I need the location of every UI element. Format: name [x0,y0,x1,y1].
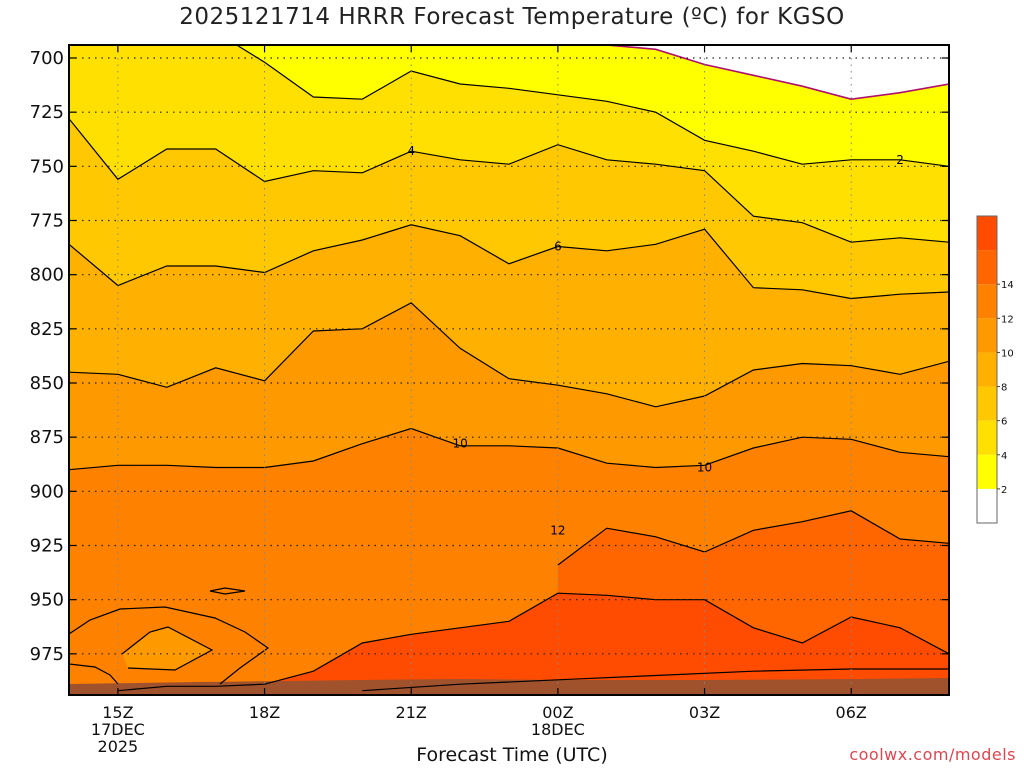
isotherm-line-6 [69,224,949,300]
y-tick-label: 750 [30,156,64,177]
colorbar: 2 4 6 8 10 12 14 [976,215,1014,524]
x-tick-label: 15Z [102,703,133,722]
isotherm-closed-contour [121,626,214,671]
x-tick-label: 06Z [836,703,867,722]
isotherm-line-4 [69,118,949,243]
contour-label: 10 [697,461,712,475]
colorbar-label: 6 [1001,417,1007,428]
isotherm-line-0 [597,45,949,101]
y-tick-label: 800 [30,265,64,286]
ground-layer [69,678,949,695]
colorbar-label: 8 [1001,383,1007,394]
colorbar-label: 14 [1001,280,1014,291]
colorbar-swatch [977,386,997,421]
contour-label: 6 [554,240,562,254]
contour-label-layer: 2 4 6 10 10 12 [407,144,904,537]
chart-title: 2025121714 HRRR Forecast Temperature (ºC… [179,4,845,30]
warm-nose-fill [122,627,212,670]
colorbar-swatch [977,488,997,523]
y-tick-label: 950 [30,590,64,611]
colorbar-swatch [977,352,997,387]
x-tick-label: 03Z [689,703,720,722]
colorbar-swatch [977,318,997,353]
x-tick-label: 17DEC [91,720,145,739]
y-tick-label: 725 [30,102,64,123]
temperature-fill-layer [69,45,949,695]
y-tick-label: 900 [30,481,64,502]
isotherm-line-12 [557,510,949,566]
isotherm-lower-contour [69,606,270,685]
y-tick-label: 850 [30,373,64,394]
y-tick-label: 875 [30,427,64,448]
x-tick-label: 00Z [542,703,573,722]
colorbar-swatch [977,454,997,489]
x-tick-label: 18DEC [531,720,585,739]
isotherm-layer [69,45,949,692]
colorbar-label: 4 [1001,451,1007,462]
colorbar-swatch [977,284,997,319]
y-tick-label: 825 [30,319,64,340]
contour-label: 10 [452,437,467,451]
y-tick-label: 700 [30,48,64,69]
ground-surface [69,678,949,695]
y-axis-ticks: 700 725 750 775 800 825 850 875 900 925 950 975 [30,48,949,665]
colorbar-label: 12 [1001,314,1014,325]
colorbar-label: 2 [1001,485,1007,496]
isotherm-surface-contour [69,663,119,685]
colorbar-swatch [977,216,997,251]
isotherm-small-loop [209,587,246,595]
isotherm-line-10 [69,427,949,471]
contour-label: 12 [550,523,565,537]
contour-label: 4 [407,144,415,158]
y-tick-label: 925 [30,536,64,557]
isotherm-line-13 [117,592,949,692]
plot-frame [68,44,950,696]
grid-layer [69,45,949,695]
colorbar-swatch [977,420,997,455]
contour-label: 2 [896,153,904,167]
x-tick-label: 18Z [249,703,280,722]
x-tick-label: 2025 [98,737,139,756]
x-tick-label: 21Z [396,703,427,722]
colorbar-label: 10 [1001,348,1014,359]
isotherm-line-2 [235,45,949,167]
colorbar-frame [976,215,998,524]
y-tick-label: 975 [30,644,64,665]
credit-link[interactable]: coolwx.com/models [849,745,1016,764]
y-tick-label: 775 [30,211,64,232]
isotherm-line-8 [69,302,949,408]
band-fill-13 [117,593,949,695]
colorbar-swatch [977,250,997,285]
x-axis-label: Forecast Time (UTC) [416,744,608,766]
